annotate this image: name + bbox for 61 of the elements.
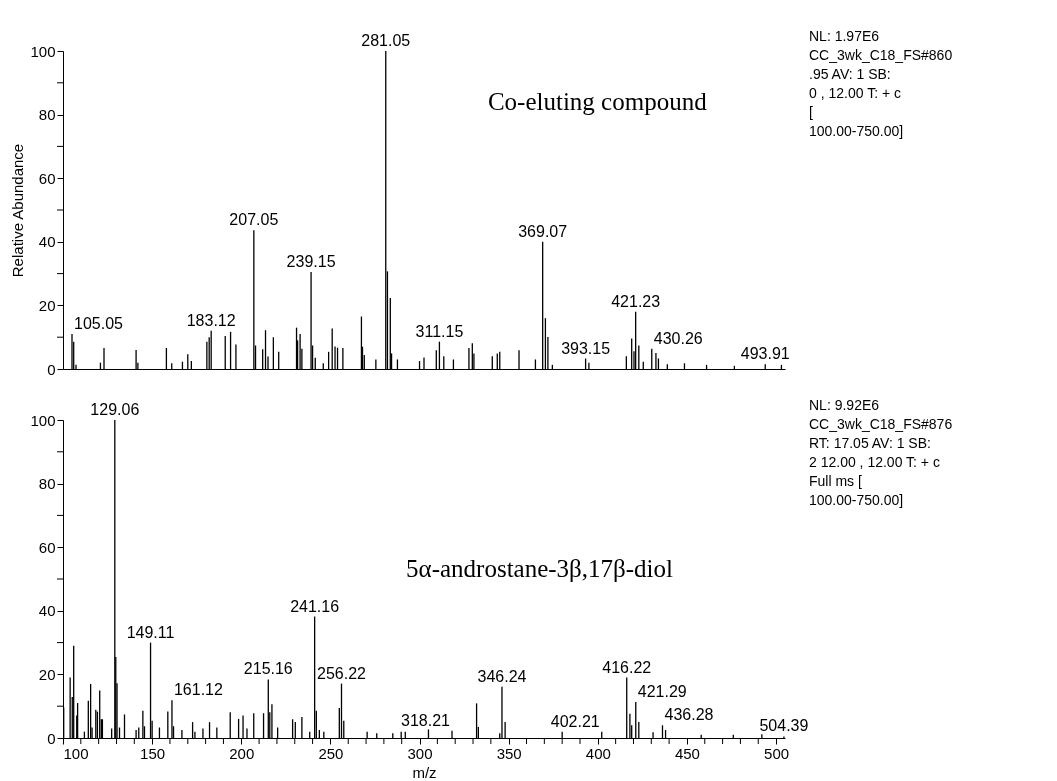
y-tick-label: 100 <box>30 411 56 429</box>
y-axis-title: Relative Abundance <box>9 143 27 278</box>
annotation: 318.21 <box>401 711 451 729</box>
x-tick-label: 400 <box>585 744 611 762</box>
x-tick-label: 500 <box>764 744 790 762</box>
annotation: 241.16 <box>290 597 340 615</box>
text: NL: 9.92E6 <box>809 397 880 413</box>
annotation: 183.12 <box>186 311 236 329</box>
y-tick-label: 40 <box>38 233 56 251</box>
text: 2 12.00 , 12.00 T: + c <box>809 454 940 470</box>
annotation: Co-eluting compound <box>487 87 708 115</box>
y-tick-label: 20 <box>38 665 56 683</box>
y-tick-label: 100 <box>30 42 56 60</box>
annotation: 430.26 <box>653 329 703 347</box>
text: .95 AV: 1 SB: <box>809 66 891 82</box>
annotation: 393.15 <box>561 339 611 357</box>
annotation: 493.91 <box>740 345 790 363</box>
y-tick-label: 60 <box>38 538 56 556</box>
text: [ <box>809 104 813 120</box>
text: RT: 17.05 AV: 1 SB: <box>809 435 931 451</box>
y-tick-label: 20 <box>38 296 56 314</box>
annotation: 402.21 <box>550 712 600 730</box>
annotation: 129.06 <box>90 401 140 418</box>
text: CC_3wk_C18_FS#860 <box>809 47 953 63</box>
y-tick-label: 80 <box>38 106 56 124</box>
x-tick-label: 150 <box>140 744 166 762</box>
annotation: 369.07 <box>518 222 568 240</box>
y-tick-label: 60 <box>38 169 56 187</box>
annotation: 416.22 <box>602 658 652 676</box>
annotation: 281.05 <box>361 32 411 49</box>
y-tick-label: 80 <box>38 475 56 493</box>
annotation: 436.28 <box>664 706 714 724</box>
y-tick-label: 40 <box>38 602 56 620</box>
annotation: 161.12 <box>173 681 223 699</box>
text: 100.00-750.00] <box>809 123 904 139</box>
annotation: 105.05 <box>74 315 124 333</box>
annotation: 207.05 <box>229 211 279 229</box>
annotation: 5α-androstane-3β,17β-diol <box>406 555 674 583</box>
x-tick-label: 300 <box>407 744 433 762</box>
x-tick-label: 450 <box>674 744 700 762</box>
text: NL: 1.97E6 <box>809 28 880 44</box>
y-tick-label: 0 <box>47 729 56 747</box>
annotation: 421.23 <box>611 292 661 310</box>
annotation: 504.39 <box>759 717 809 735</box>
x-tick-label: 350 <box>496 744 522 762</box>
text: Full ms [ <box>809 473 862 489</box>
annotation: 311.15 <box>415 322 464 340</box>
text: CC_3wk_C18_FS#876 <box>809 416 953 432</box>
annotation: 421.29 <box>637 683 687 701</box>
x-tick-label: 250 <box>318 744 344 762</box>
annotation: 149.11 <box>126 623 175 641</box>
text: 0 , 12.00 T: + c <box>809 85 901 101</box>
text: 100.00-750.00] <box>809 492 904 508</box>
x-tick-label: 100 <box>63 744 89 762</box>
annotation: 239.15 <box>286 253 336 271</box>
annotation: 346.24 <box>477 667 527 685</box>
annotation: 256.22 <box>317 664 367 682</box>
y-tick-label: 0 <box>47 360 56 378</box>
x-tick-label: 200 <box>229 744 255 762</box>
x-axis-title: m/z <box>412 763 437 781</box>
annotation: 215.16 <box>243 660 293 678</box>
